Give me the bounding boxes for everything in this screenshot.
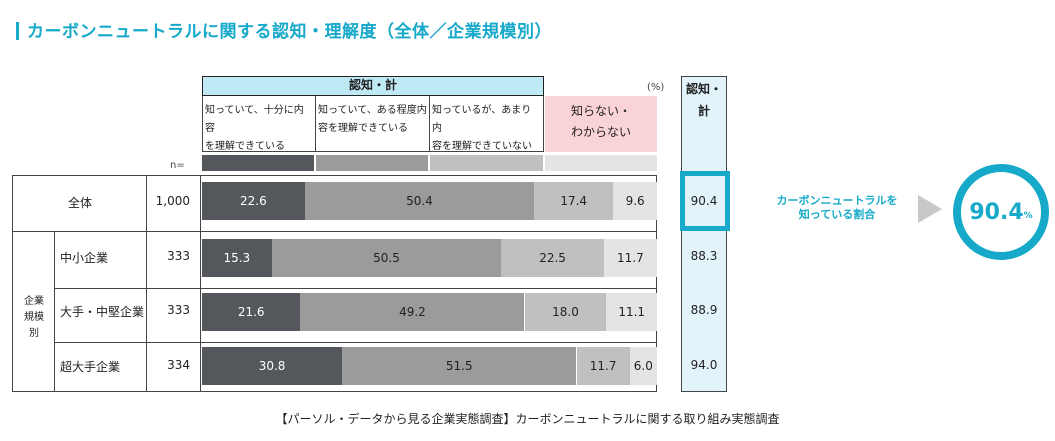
awareness-value: 88.3	[690, 249, 718, 263]
column-header-2-line1: 知っていて、ある程度内	[318, 105, 427, 116]
title-accent-bar	[16, 22, 19, 40]
awareness-highlight-box	[680, 171, 730, 231]
bar-segment-2: 50.4	[304, 182, 535, 220]
callout-line1: カーボンニュートラルを	[776, 194, 898, 207]
group-label-line1: 企業	[24, 296, 44, 307]
bar-value-label: 21.6	[237, 305, 265, 319]
n-value: 334	[167, 358, 190, 372]
bar-segment-1: 15.3	[202, 239, 272, 277]
bar-value-label: 11.7	[589, 359, 617, 373]
column-header-3-line1: 知っているが、あまり内	[432, 105, 532, 134]
bar-value-label: 17.4	[560, 194, 588, 208]
bar-segment-1: 22.6	[202, 182, 305, 220]
bar-segment-4: 6.0	[629, 347, 657, 385]
arrow-right-icon	[918, 195, 942, 223]
legend-swatch-4	[545, 155, 657, 171]
callout-circle: 90.4%	[953, 164, 1049, 260]
awareness-value: 94.0	[690, 358, 718, 372]
legend-swatch-3	[430, 155, 543, 171]
bar-segment-4: 11.7	[603, 239, 657, 277]
group-label: 企業 規模別	[22, 294, 46, 342]
row-divider	[54, 342, 657, 343]
column-header-3-line2: 容を理解できていない	[432, 141, 532, 152]
n-value: 333	[167, 249, 190, 263]
bar-segment-4: 11.1	[606, 293, 657, 331]
callout-line2: 知っている割合	[798, 208, 876, 221]
bar-segment-3: 18.0	[524, 293, 607, 331]
bar-value-label: 22.6	[240, 194, 267, 208]
n-value: 333	[167, 303, 190, 317]
bar-segment-2: 49.2	[300, 293, 525, 331]
footer-source: 【パーソル・データから見る企業実態調査】カーボンニュートラルに関する取り組み実態…	[275, 412, 780, 426]
awareness-value: 90.4	[690, 194, 718, 208]
row-label-large: 大手・中堅企業	[60, 305, 145, 319]
awareness-header-line1: 認知・	[685, 82, 722, 96]
callout-unit: %	[1023, 211, 1033, 221]
n-value: 1,000	[155, 194, 190, 208]
awareness-group-header: 認知・計	[202, 76, 544, 96]
row-label-small: 中小企業	[60, 251, 109, 265]
column-header-1: 知っていて、十分に内容 を理解できている	[202, 96, 315, 152]
bar-segment-1: 21.6	[202, 293, 301, 331]
bar-segment-1: 30.8	[202, 347, 343, 385]
title-text: カーボンニュートラルに関する認知・理解度（全体／企業規模別）	[27, 22, 552, 42]
bar-value-label: 51.5	[445, 359, 473, 373]
bar-value-label: 11.7	[617, 251, 644, 265]
bar-value-label: 15.3	[223, 251, 251, 265]
group-label-line2: 規模別	[24, 312, 44, 339]
awareness-value: 88.9	[690, 303, 718, 317]
column-header-2-line2: 容を理解できている	[318, 123, 408, 134]
row-divider	[12, 231, 657, 232]
callout-note: カーボンニュートラルを 知っている割合	[752, 194, 922, 222]
column-header-1-line1: 知っていて、十分に内容	[205, 105, 304, 134]
data-table-frame	[12, 175, 657, 392]
awareness-header-line2: 計	[697, 104, 710, 118]
bar-value-label: 22.5	[539, 251, 566, 265]
bar-value-label: 18.0	[552, 305, 579, 319]
unknown-line2: わからない	[570, 125, 631, 139]
column-header-2: 知っていて、ある程度内 容を理解できている	[315, 96, 429, 152]
bar-value-label: 49.2	[399, 305, 426, 319]
legend-swatch-2	[316, 155, 428, 171]
callout-value: 90.4	[969, 199, 1024, 225]
bar-value-label: 9.6	[625, 194, 645, 208]
percent-unit: (%)	[647, 82, 665, 93]
column-header-3: 知っているが、あまり内 容を理解できていない	[429, 96, 544, 152]
row-label-total: 全体	[68, 196, 93, 210]
bar-segment-3: 22.5	[501, 239, 604, 277]
bar-value-label: 11.1	[618, 305, 646, 319]
unknown-line1: 知らない・	[570, 104, 631, 118]
awareness-header: 認知・ 計	[683, 78, 725, 122]
legend-swatch-1	[202, 155, 314, 171]
bar-value-label: 50.5	[373, 251, 400, 265]
column-divider	[54, 231, 55, 392]
bar-value-label: 50.4	[406, 194, 433, 208]
page-title: カーボンニュートラルに関する認知・理解度（全体／企業規模別）	[16, 17, 552, 42]
bar-value-label: 30.8	[258, 359, 286, 373]
bar-segment-2: 50.5	[271, 239, 502, 277]
row-divider	[54, 288, 657, 289]
awareness-column	[681, 76, 727, 392]
row-label-very-large: 超大手企業	[60, 360, 121, 374]
bar-segment-3: 17.4	[534, 182, 614, 220]
bar-value-label: 6.0	[633, 359, 653, 373]
column-divider	[146, 175, 147, 392]
column-header-1-line2: を理解できている	[205, 141, 285, 152]
bar-segment-2: 51.5	[342, 347, 577, 385]
bar-segment-4: 9.6	[613, 182, 657, 220]
bar-segment-3: 11.7	[576, 347, 630, 385]
column-header-unknown: 知らない・ わからない	[545, 96, 657, 152]
n-label: n=	[170, 160, 185, 171]
column-divider	[200, 175, 201, 392]
